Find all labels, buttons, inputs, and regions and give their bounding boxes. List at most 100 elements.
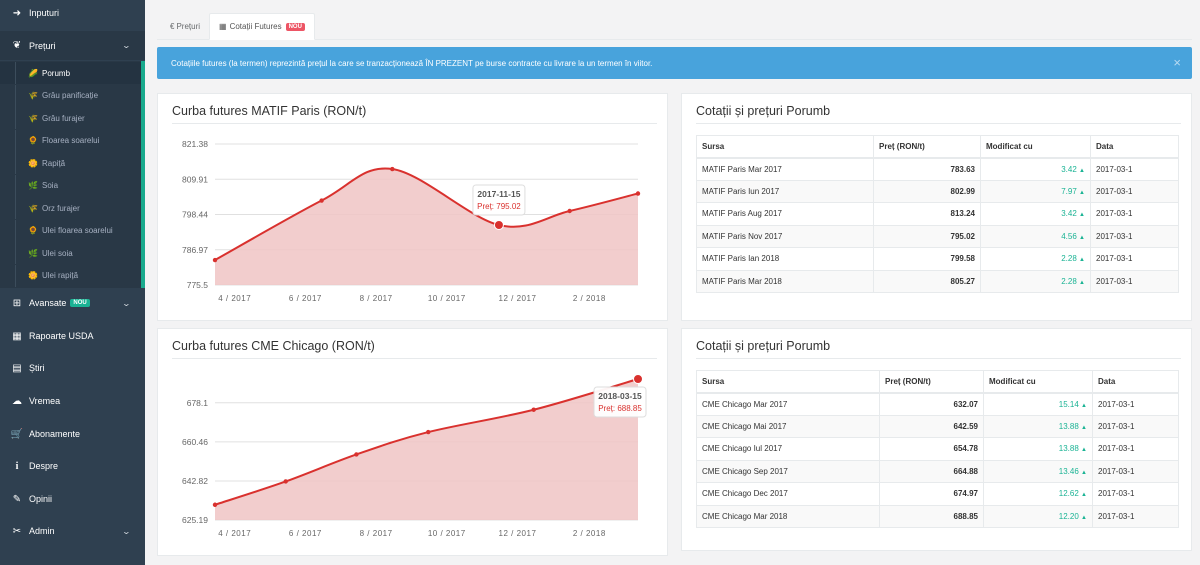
chevron-down-icon: ⌄ <box>121 526 132 536</box>
new-badge: NOU <box>70 299 90 307</box>
cell-data: 2017-03-1 <box>1092 459 1179 483</box>
close-icon[interactable]: × <box>1173 55 1181 70</box>
cme-xtick-label: 2 / 2018 <box>573 529 606 538</box>
sidebar-item-label: Ulei floarea soarelui <box>42 226 113 235</box>
matif-data-point[interactable] <box>493 220 504 231</box>
cell-modificat: 15.14 ▲ <box>983 392 1093 416</box>
matif-area <box>215 168 638 285</box>
matif-data-point[interactable] <box>212 257 218 263</box>
matif-data-point[interactable] <box>390 166 395 172</box>
sidebar: ➜ Inputuri ❦ Prețuri ⌄ 🌽 Porumb 🌾 Grâu pan… <box>0 0 145 565</box>
table-row: MATIF Paris Nov 2017 795.02 4.56 ▲ 2017-03-… <box>696 224 1179 248</box>
cell-sursa: CME Chicago Sep 2017 <box>696 459 880 483</box>
sidebar-item-grau-furajer[interactable]: 🌾 Grâu furajer <box>0 107 141 129</box>
nav-inputuri[interactable]: ➜ Inputuri <box>0 3 145 23</box>
table-icon: ▦ <box>12 330 22 342</box>
matif-tooltip-date: 2017-11-15 <box>477 189 520 199</box>
cell-pret: 642.59 <box>879 414 984 438</box>
cme-prices-table: Sursa Preț (RON/t) Modificat cu Data CME… <box>696 370 1179 528</box>
cell-data: 2017-03-1 <box>1090 202 1179 226</box>
table-header-row: Sursa Preț (RON/t) Modificat cu Data <box>696 135 1179 159</box>
sidebar-item-ulei-rapita[interactable]: 🌼 Ulei rapiță <box>0 264 141 287</box>
sidebar-item-soia[interactable]: 🌿 Soia <box>0 174 141 197</box>
cme-tooltip: 2018-03-15 Preț: 688.85 <box>593 386 647 418</box>
caret-up-icon: ▲ <box>1081 424 1087 431</box>
sidebar-item-rapita[interactable]: 🌼 Rapiță <box>0 152 141 174</box>
matif-xtick-label: 8 / 2017 <box>360 294 393 303</box>
matif-data-point[interactable] <box>319 198 324 203</box>
cell-data: 2017-03-1 <box>1090 179 1179 203</box>
cme-data-point[interactable] <box>531 407 536 412</box>
matif-chart: 821.38 809.91 798.44 786.97 775.5 4 / 2017 6 /… <box>182 139 641 303</box>
matif-xtick-label: 6 / 2017 <box>289 294 322 303</box>
col-pret: Preț (RON/t) <box>879 370 984 394</box>
nav-stiri[interactable]: ▤ Știri <box>0 358 145 378</box>
cell-sursa: CME Chicago Mar 2017 <box>696 392 880 416</box>
cme-xtick-label: 12 / 2017 <box>499 529 537 538</box>
sidebar-item-orz-furajer[interactable]: 🌾 Orz furajer <box>0 197 141 219</box>
nav-avansate[interactable]: ⊞ Avansate NOU ⌄ <box>0 293 145 313</box>
cell-pret: 654.78 <box>879 437 984 461</box>
matif-data-point[interactable] <box>567 208 572 214</box>
nav-despre[interactable]: i Despre <box>0 456 145 476</box>
chevron-down-icon: ⌄ <box>121 298 132 308</box>
cell-sursa: MATIF Paris Ian 2018 <box>696 247 874 271</box>
sidebar-item-label: Grâu furajer <box>42 113 85 123</box>
cell-pret: 799.58 <box>873 247 981 271</box>
cart-icon: 🛒 <box>10 428 24 440</box>
sidebar-item-label: Ulei soia <box>42 248 73 258</box>
nav-admin[interactable]: ✂ Admin ⌄ <box>0 521 145 541</box>
nav-opinii[interactable]: ✎ Opinii <box>0 489 145 509</box>
nav-abonamente[interactable]: 🛒 Abonamente <box>0 424 145 444</box>
matif-prices-table: Sursa Preț (RON/t) Modificat cu Data MAT… <box>696 135 1179 293</box>
new-badge: NOU <box>285 22 305 31</box>
tab-preturi-label: Prețuri <box>176 22 201 31</box>
cell-pret: 688.85 <box>879 504 984 528</box>
nav-preturi[interactable]: ❦ Prețuri ⌄ <box>0 31 145 60</box>
cme-data-point[interactable] <box>426 429 431 435</box>
col-sursa: Sursa <box>696 370 880 394</box>
sidebar-item-ulei-soia[interactable]: 🌿 Ulei soia <box>0 242 141 264</box>
nav-vremea[interactable]: ☁ Vremea <box>0 391 145 411</box>
tab-cotatii-futures[interactable]: ▦ Cotații Futures NOU <box>209 13 315 40</box>
matif-chart-panel: Curba futures MATIF Paris (RON/t) 821.38… <box>157 93 668 321</box>
sidebar-item-floarea-soarelui[interactable]: 🌻 Floarea soarelui <box>0 129 141 152</box>
sunflower-icon: 🌻 <box>28 136 38 145</box>
cme-table-panel: Cotații și prețuri Porumb Sursa Preț (RO… <box>681 328 1192 551</box>
cme-data-point[interactable] <box>212 502 218 507</box>
cell-modificat-value: 12.20 <box>1058 511 1079 521</box>
chevron-down-icon: ⌄ <box>121 41 132 50</box>
cme-ytick-label: 660.46 <box>182 437 208 447</box>
sidebar-item-grau-panificatie[interactable]: 🌾 Grâu panificație <box>0 84 141 107</box>
col-modificat: Modificat cu <box>980 135 1091 159</box>
cme-data-point[interactable] <box>283 479 288 484</box>
cme-data-point[interactable] <box>633 374 643 384</box>
cell-data: 2017-03-1 <box>1090 247 1179 271</box>
nav-preturi-label: Prețuri <box>29 40 56 51</box>
col-sursa: Sursa <box>696 135 874 159</box>
matif-tooltip-box <box>472 184 526 216</box>
wheat-icon: 🌾 <box>28 203 38 213</box>
tab-preturi[interactable]: € Prețuri <box>161 13 209 40</box>
cell-pret: 664.88 <box>879 459 984 483</box>
cme-data-point[interactable] <box>354 452 359 457</box>
cell-data: 2017-03-1 <box>1090 157 1179 181</box>
matif-table-panel: Cotații și prețuri Porumb Sursa Preț (RO… <box>681 93 1192 321</box>
sidebar-item-ulei-floarea-soarelui[interactable]: 🌻 Ulei floarea soarelui <box>0 219 141 242</box>
cell-modificat-value: 13.46 <box>1058 466 1079 476</box>
caret-up-icon: ▲ <box>1081 402 1087 409</box>
nav-rapoarte-usda[interactable]: ▦ Rapoarte USDA <box>0 326 145 346</box>
leaf-icon: ❦ <box>12 40 22 51</box>
sidebar-item-label: Ulei rapiță <box>42 271 79 280</box>
nav-stiri-label: Știri <box>29 363 45 373</box>
col-data: Data <box>1092 370 1179 394</box>
plant-icon: 🌿 <box>28 181 38 190</box>
caret-up-icon: ▲ <box>1079 189 1085 196</box>
cell-data: 2017-03-1 <box>1092 504 1179 528</box>
cell-sursa: CME Chicago Mai 2017 <box>696 414 880 438</box>
matif-data-point[interactable] <box>635 191 641 196</box>
sidebar-item-porumb[interactable]: 🌽 Porumb <box>0 62 141 84</box>
cme-xtick-label: 8 / 2017 <box>360 529 393 538</box>
cme-tooltip-value: Preț: 688.85 <box>598 404 642 413</box>
cell-sursa: MATIF Paris Mar 2018 <box>696 269 874 293</box>
